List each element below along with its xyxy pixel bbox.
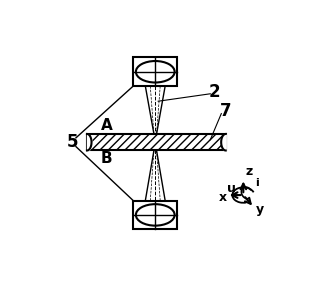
Text: A: A: [101, 118, 113, 133]
Text: z: z: [246, 165, 253, 178]
Text: 7: 7: [220, 102, 231, 120]
Polygon shape: [133, 200, 177, 229]
Polygon shape: [87, 134, 226, 150]
Text: x: x: [219, 190, 227, 204]
Text: u: u: [227, 182, 236, 195]
Polygon shape: [133, 57, 177, 86]
Text: y: y: [256, 203, 264, 216]
Text: i: i: [255, 178, 259, 188]
Text: 2: 2: [209, 83, 220, 101]
Text: B: B: [101, 151, 113, 166]
Text: 5: 5: [67, 133, 78, 151]
